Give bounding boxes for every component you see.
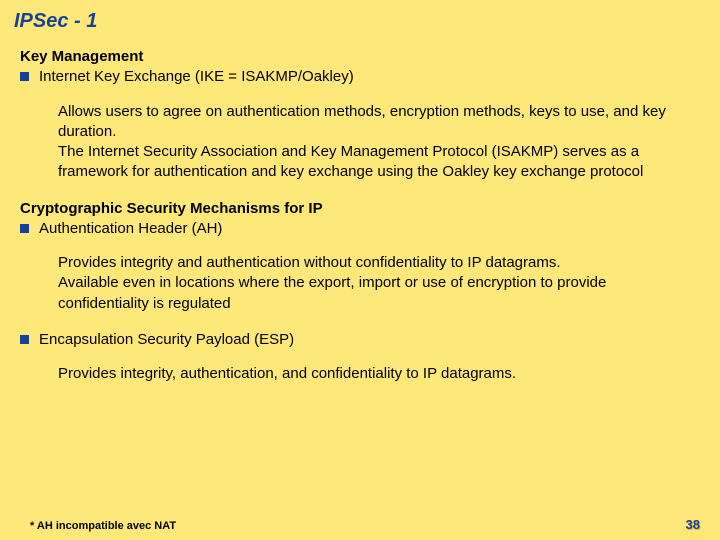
- bullet-label: Encapsulation Security Payload (ESP): [39, 330, 294, 350]
- bullet-icon: [20, 72, 29, 81]
- bullet-row: Encapsulation Security Payload (ESP): [20, 330, 700, 350]
- section-2: Cryptographic Security Mechanisms for IP…: [20, 199, 700, 314]
- bullet-row: Internet Key Exchange (IKE = ISAKMP/Oakl…: [20, 67, 700, 87]
- bullet-icon: [20, 335, 29, 344]
- section-heading: Cryptographic Security Mechanisms for IP: [20, 199, 700, 219]
- section-heading: Key Management: [20, 47, 700, 67]
- slide: IPSec - 1 Key Management Internet Key Ex…: [0, 0, 720, 540]
- page-number: 38: [686, 517, 700, 532]
- section-1: Key Management Internet Key Exchange (IK…: [20, 47, 700, 183]
- body-text: Provides integrity, authentication, and …: [58, 364, 700, 384]
- slide-title: IPSec - 1: [14, 10, 700, 33]
- bullet-row: Authentication Header (AH): [20, 219, 700, 239]
- bullet-label: Internet Key Exchange (IKE = ISAKMP/Oakl…: [39, 67, 354, 87]
- section-3: Encapsulation Security Payload (ESP) Pro…: [20, 330, 700, 385]
- footnote: * AH incompatible avec NAT: [30, 520, 176, 532]
- bullet-label: Authentication Header (AH): [39, 219, 222, 239]
- body-text: Allows users to agree on authentication …: [58, 102, 700, 183]
- bullet-icon: [20, 224, 29, 233]
- body-text: Provides integrity and authentication wi…: [58, 253, 700, 314]
